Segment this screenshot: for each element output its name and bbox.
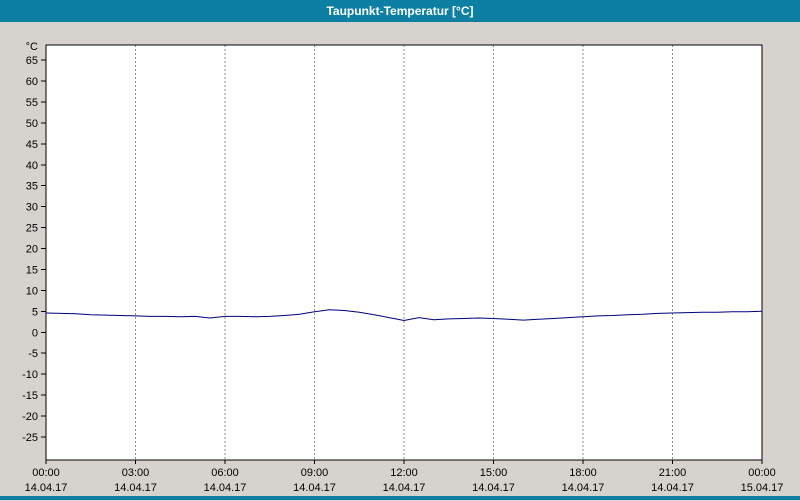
y-axis-tick-label: 40	[26, 160, 38, 172]
y-axis-tick-label: 60	[26, 76, 38, 88]
y-axis-tick-label: -15	[22, 390, 38, 402]
y-axis-tick-label: 5	[32, 306, 38, 318]
y-axis-tick-label: 0	[32, 327, 38, 339]
y-axis-tick-label: -25	[22, 432, 38, 444]
x-axis-date-label: 14.04.17	[293, 482, 336, 494]
x-axis-date-label: 14.04.17	[204, 482, 247, 494]
y-axis-tick-label: -20	[22, 411, 38, 423]
y-axis-tick-label: -10	[22, 369, 38, 381]
x-axis-time-label: 06:00	[211, 467, 239, 479]
x-axis-date-label: 14.04.17	[383, 482, 426, 494]
y-axis-tick-label: 15	[26, 264, 38, 276]
x-axis-time-label: 00:00	[748, 467, 776, 479]
x-axis-date-label: 15.04.17	[741, 482, 784, 494]
y-axis-tick-label: 55	[26, 97, 38, 109]
y-axis-tick-label: 30	[26, 202, 38, 214]
chart-svg: °C65605550454035302520151050-5-10-15-20-…	[22, 41, 784, 494]
window-footer-bar	[0, 496, 800, 500]
y-axis-tick-label: 10	[26, 285, 38, 297]
window-titlebar: Taupunkt-Temperatur [°C]	[0, 0, 800, 22]
x-axis-time-label: 12:00	[390, 467, 418, 479]
x-axis-date-label: 14.04.17	[472, 482, 515, 494]
y-axis-tick-label: 35	[26, 181, 38, 193]
y-axis-unit-label: °C	[26, 41, 38, 53]
x-axis-time-label: 09:00	[301, 467, 329, 479]
y-axis-tick-label: 50	[26, 118, 38, 130]
x-axis-date-label: 14.04.17	[562, 482, 605, 494]
x-axis-time-label: 03:00	[122, 467, 150, 479]
y-axis-tick-label: -5	[28, 348, 38, 360]
x-axis-time-label: 00:00	[32, 467, 60, 479]
y-axis-tick-label: 45	[26, 139, 38, 151]
x-axis-date-label: 14.04.17	[651, 482, 694, 494]
dewpoint-line	[45, 309, 763, 322]
x-axis-date-label: 14.04.17	[114, 482, 157, 494]
x-axis-time-label: 18:00	[569, 467, 597, 479]
x-axis-date-label: 14.04.17	[25, 482, 68, 494]
y-axis-tick-label: 20	[26, 244, 38, 256]
x-axis-time-label: 21:00	[659, 467, 687, 479]
y-axis-tick-label: 65	[26, 55, 38, 67]
y-axis-tick-label: 25	[26, 223, 38, 235]
x-axis-time-label: 15:00	[480, 467, 508, 479]
chart-region: °C 65 60 55 50 45 40 35 30 25 20 15 10 5 0 -5 -10 -15 -20-…	[0, 22, 800, 496]
chart-title: Taupunkt-Temperatur [°C]	[326, 4, 474, 18]
